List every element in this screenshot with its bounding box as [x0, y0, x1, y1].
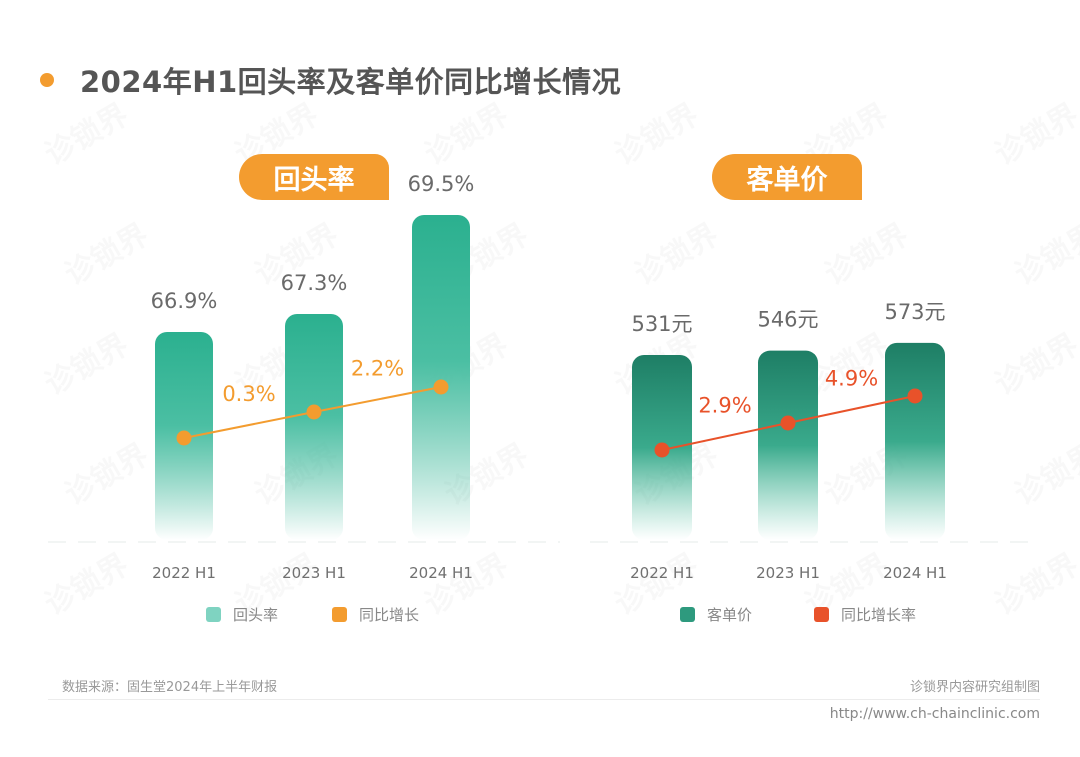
unit-price-chart: 531元 2022 H1 546元 2023 H1 573元 2024 H1 2.9% 4.9… — [590, 300, 1040, 582]
bar-value-label: 69.5% — [408, 172, 475, 196]
bar-value-label: 546元 — [757, 308, 818, 332]
legend-item-line: 同比增长率 — [814, 604, 916, 625]
credit-text: 诊锁界内容研究组制图 — [909, 680, 1040, 695]
legend-label: 同比增长 — [359, 606, 420, 624]
legend-swatch — [206, 607, 221, 622]
growth-point — [780, 415, 796, 431]
chart-title-badge-return-rate: 回头率 — [239, 154, 389, 200]
growth-value-label: 0.3% — [222, 382, 275, 406]
legend-label: 回头率 — [233, 606, 279, 624]
page-header: 2024年H1回头率及客单价同比增长情况 — [40, 58, 621, 102]
page-title: 2024年H1回头率及客单价同比增长情况 — [80, 65, 622, 99]
x-tick-label: 2023 H1 — [756, 564, 820, 582]
growth-point — [907, 388, 923, 404]
growth-point — [306, 404, 322, 420]
legend-item-bar: 客单价 — [680, 604, 752, 625]
return-rate-chart: 66.9% 2022 H1 67.3% 2023 H1 69.5% 2024 H1 0.3%… — [48, 172, 560, 582]
bar — [885, 342, 945, 540]
x-tick-label: 2023 H1 — [282, 564, 346, 582]
growth-value-label: 4.9% — [825, 367, 878, 391]
bar — [758, 350, 818, 540]
legend-label: 客单价 — [707, 606, 753, 624]
growth-point — [433, 379, 449, 395]
x-tick-label: 2022 H1 — [630, 564, 694, 582]
bullet-dot-icon — [40, 73, 54, 87]
legend-swatch — [814, 607, 830, 622]
growth-value-label: 2.9% — [698, 394, 751, 418]
bar-value-label: 531元 — [631, 312, 692, 336]
bar-value-label: 67.3% — [281, 271, 348, 295]
footer-url-link[interactable]: http://www.ch-chainclinic.com — [829, 706, 1040, 722]
legend-return-rate: 回头率 同比增长 — [206, 604, 419, 625]
legend-item-line: 同比增长 — [332, 604, 419, 625]
growth-value-label: 2.2% — [351, 357, 404, 381]
growth-point — [176, 430, 192, 446]
bar-value-label: 573元 — [884, 300, 945, 324]
legend-unit-price: 客单价 同比增长率 — [680, 604, 916, 625]
bar-value-label: 66.9% — [151, 289, 218, 313]
data-source: 数据来源：固生堂2024年上半年财报 — [62, 680, 278, 695]
x-tick-label: 2022 H1 — [152, 564, 216, 582]
legend-item-bar: 回头率 — [206, 604, 278, 625]
growth-point — [654, 442, 670, 458]
legend-swatch — [332, 607, 348, 622]
legend-label: 同比增长率 — [841, 606, 917, 624]
x-tick-label: 2024 H1 — [883, 564, 947, 582]
chart-title-badge-unit-price: 客单价 — [712, 154, 862, 200]
bar — [285, 314, 343, 540]
footer-divider — [48, 699, 1040, 700]
legend-swatch — [680, 607, 695, 622]
bar — [412, 215, 470, 540]
x-tick-label: 2024 H1 — [409, 564, 473, 582]
